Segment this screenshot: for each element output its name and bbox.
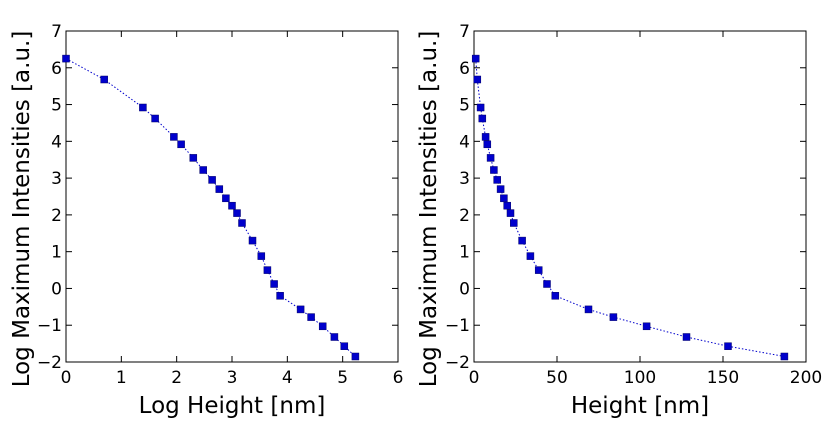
right-plot-xlabel: Height [nm] xyxy=(571,393,709,419)
right-plot-ytick-label: 5 xyxy=(459,96,470,116)
right-plot-data-point xyxy=(490,166,498,174)
left-plot-xtick-label: 6 xyxy=(393,368,404,388)
left-plot-data-point xyxy=(257,252,266,260)
left-plot-data-point xyxy=(330,333,339,341)
right-plot-data-point xyxy=(483,140,492,149)
left-plot-xtick-label: 4 xyxy=(282,368,293,388)
left-plot-data-point xyxy=(177,140,185,149)
right-plot-data-point xyxy=(543,280,551,288)
left-plot-xtick-label: 5 xyxy=(337,368,348,388)
right-plot-xtick-label: 50 xyxy=(546,368,568,388)
right-plot-ytick-label: −1 xyxy=(445,316,470,336)
left-plot-xlabel: Log Height [nm] xyxy=(139,393,326,419)
left-plot-series-line xyxy=(65,58,356,357)
left-plot-data-point xyxy=(100,75,108,84)
right-plot-data-point xyxy=(510,219,518,227)
right-plot-data-point xyxy=(534,266,543,274)
right-plot-xtick-label: 200 xyxy=(790,368,822,388)
left-plot: Log Maximum Intensities [a.u.] Log Heigh… xyxy=(9,22,403,419)
right-plot: Log Maximum Intensities [a.u.] Height [n… xyxy=(416,22,822,419)
left-plot-data-point xyxy=(151,114,159,123)
left-plot-ytick-label: −1 xyxy=(37,316,62,336)
left-plot-data-point xyxy=(222,194,230,203)
right-plot-data-point xyxy=(724,342,732,350)
left-plot-ytick-label: 0 xyxy=(51,279,62,299)
right-plot-series-line xyxy=(475,58,785,357)
right-plot-frame xyxy=(473,30,807,363)
right-plot-data-point xyxy=(493,176,501,184)
right-plot-data-point xyxy=(503,201,511,210)
left-plot-data-point xyxy=(62,54,70,63)
left-plot-data-point xyxy=(351,352,360,361)
right-plot-data-point xyxy=(682,333,691,341)
right-plot-data-point xyxy=(584,305,593,314)
left-plot-frame xyxy=(65,30,399,363)
left-plot-xtick-label: 0 xyxy=(61,368,72,388)
left-plot-data-point xyxy=(318,322,327,331)
right-plot-xtick-label: 0 xyxy=(469,368,480,388)
left-plot-data-point xyxy=(340,342,349,350)
left-plot-data-point xyxy=(276,292,284,300)
left-plot-xtick-label: 2 xyxy=(171,368,182,388)
right-plot-data-point xyxy=(471,54,480,63)
right-plot-data-point xyxy=(481,133,490,141)
right-plot-xtick-label: 150 xyxy=(707,368,739,388)
right-plot-data-point xyxy=(506,209,515,217)
right-plot-data-point xyxy=(496,185,505,193)
left-plot-ytick-label: 2 xyxy=(51,206,62,226)
right-plot-data-point xyxy=(642,322,651,331)
left-plot-data-point xyxy=(307,313,315,321)
left-plot-ytick-label: −2 xyxy=(37,353,62,373)
left-plot-data-point xyxy=(248,236,257,245)
left-plot-data-point xyxy=(233,209,241,217)
left-plot-ytick-label: 4 xyxy=(51,132,62,152)
left-plot-ylabel: Log Maximum Intensities [a.u.] xyxy=(9,31,35,388)
right-plot-data-point xyxy=(500,194,508,203)
right-plot-xtick-label: 100 xyxy=(624,368,656,388)
left-plot-ytick-label: 6 xyxy=(51,59,62,79)
right-plot-data-point xyxy=(551,292,560,300)
right-plot-data-point xyxy=(526,252,535,260)
left-plot-data-point xyxy=(199,166,207,174)
right-plot-data-point xyxy=(609,313,618,321)
left-plot-data-point xyxy=(189,154,198,162)
right-plot-ytick-label: 3 xyxy=(459,169,470,189)
left-plot-data-point xyxy=(170,133,178,141)
right-plot-data-point xyxy=(476,103,485,112)
left-plot-ytick-label: 3 xyxy=(51,169,62,189)
left-plot-ytick-label: 7 xyxy=(51,22,62,42)
left-plot-data-point xyxy=(238,219,246,227)
right-plot-ytick-label: −2 xyxy=(445,353,470,373)
left-plot-xtick-label: 3 xyxy=(227,368,238,388)
left-plot-data-point xyxy=(296,305,305,314)
left-plot-xtick-label: 1 xyxy=(116,368,127,388)
right-plot-ylabel: Log Maximum Intensities [a.u.] xyxy=(416,31,442,388)
left-plot-data-point xyxy=(270,280,278,288)
left-plot-data-point xyxy=(263,266,272,274)
right-plot-data-point xyxy=(486,154,495,162)
left-plot-data-point xyxy=(208,176,216,184)
left-plot-ytick-label: 1 xyxy=(51,243,62,263)
right-plot-ytick-label: 4 xyxy=(459,132,470,152)
right-plot-ytick-label: 0 xyxy=(459,279,470,299)
right-plot-data-point xyxy=(518,236,526,245)
right-plot-ytick-label: 1 xyxy=(459,243,470,263)
right-plot-ytick-label: 2 xyxy=(459,206,470,226)
left-plot-data-point xyxy=(215,185,224,193)
left-plot-data-point xyxy=(228,201,236,210)
right-plot-ytick-label: 7 xyxy=(459,22,470,42)
right-plot-data-point xyxy=(478,114,487,123)
right-plot-data-point xyxy=(780,352,789,361)
left-plot-data-point xyxy=(139,103,147,112)
right-plot-data-point xyxy=(473,75,482,84)
right-plot-ytick-label: 6 xyxy=(459,59,470,79)
left-plot-ytick-label: 5 xyxy=(51,96,62,116)
